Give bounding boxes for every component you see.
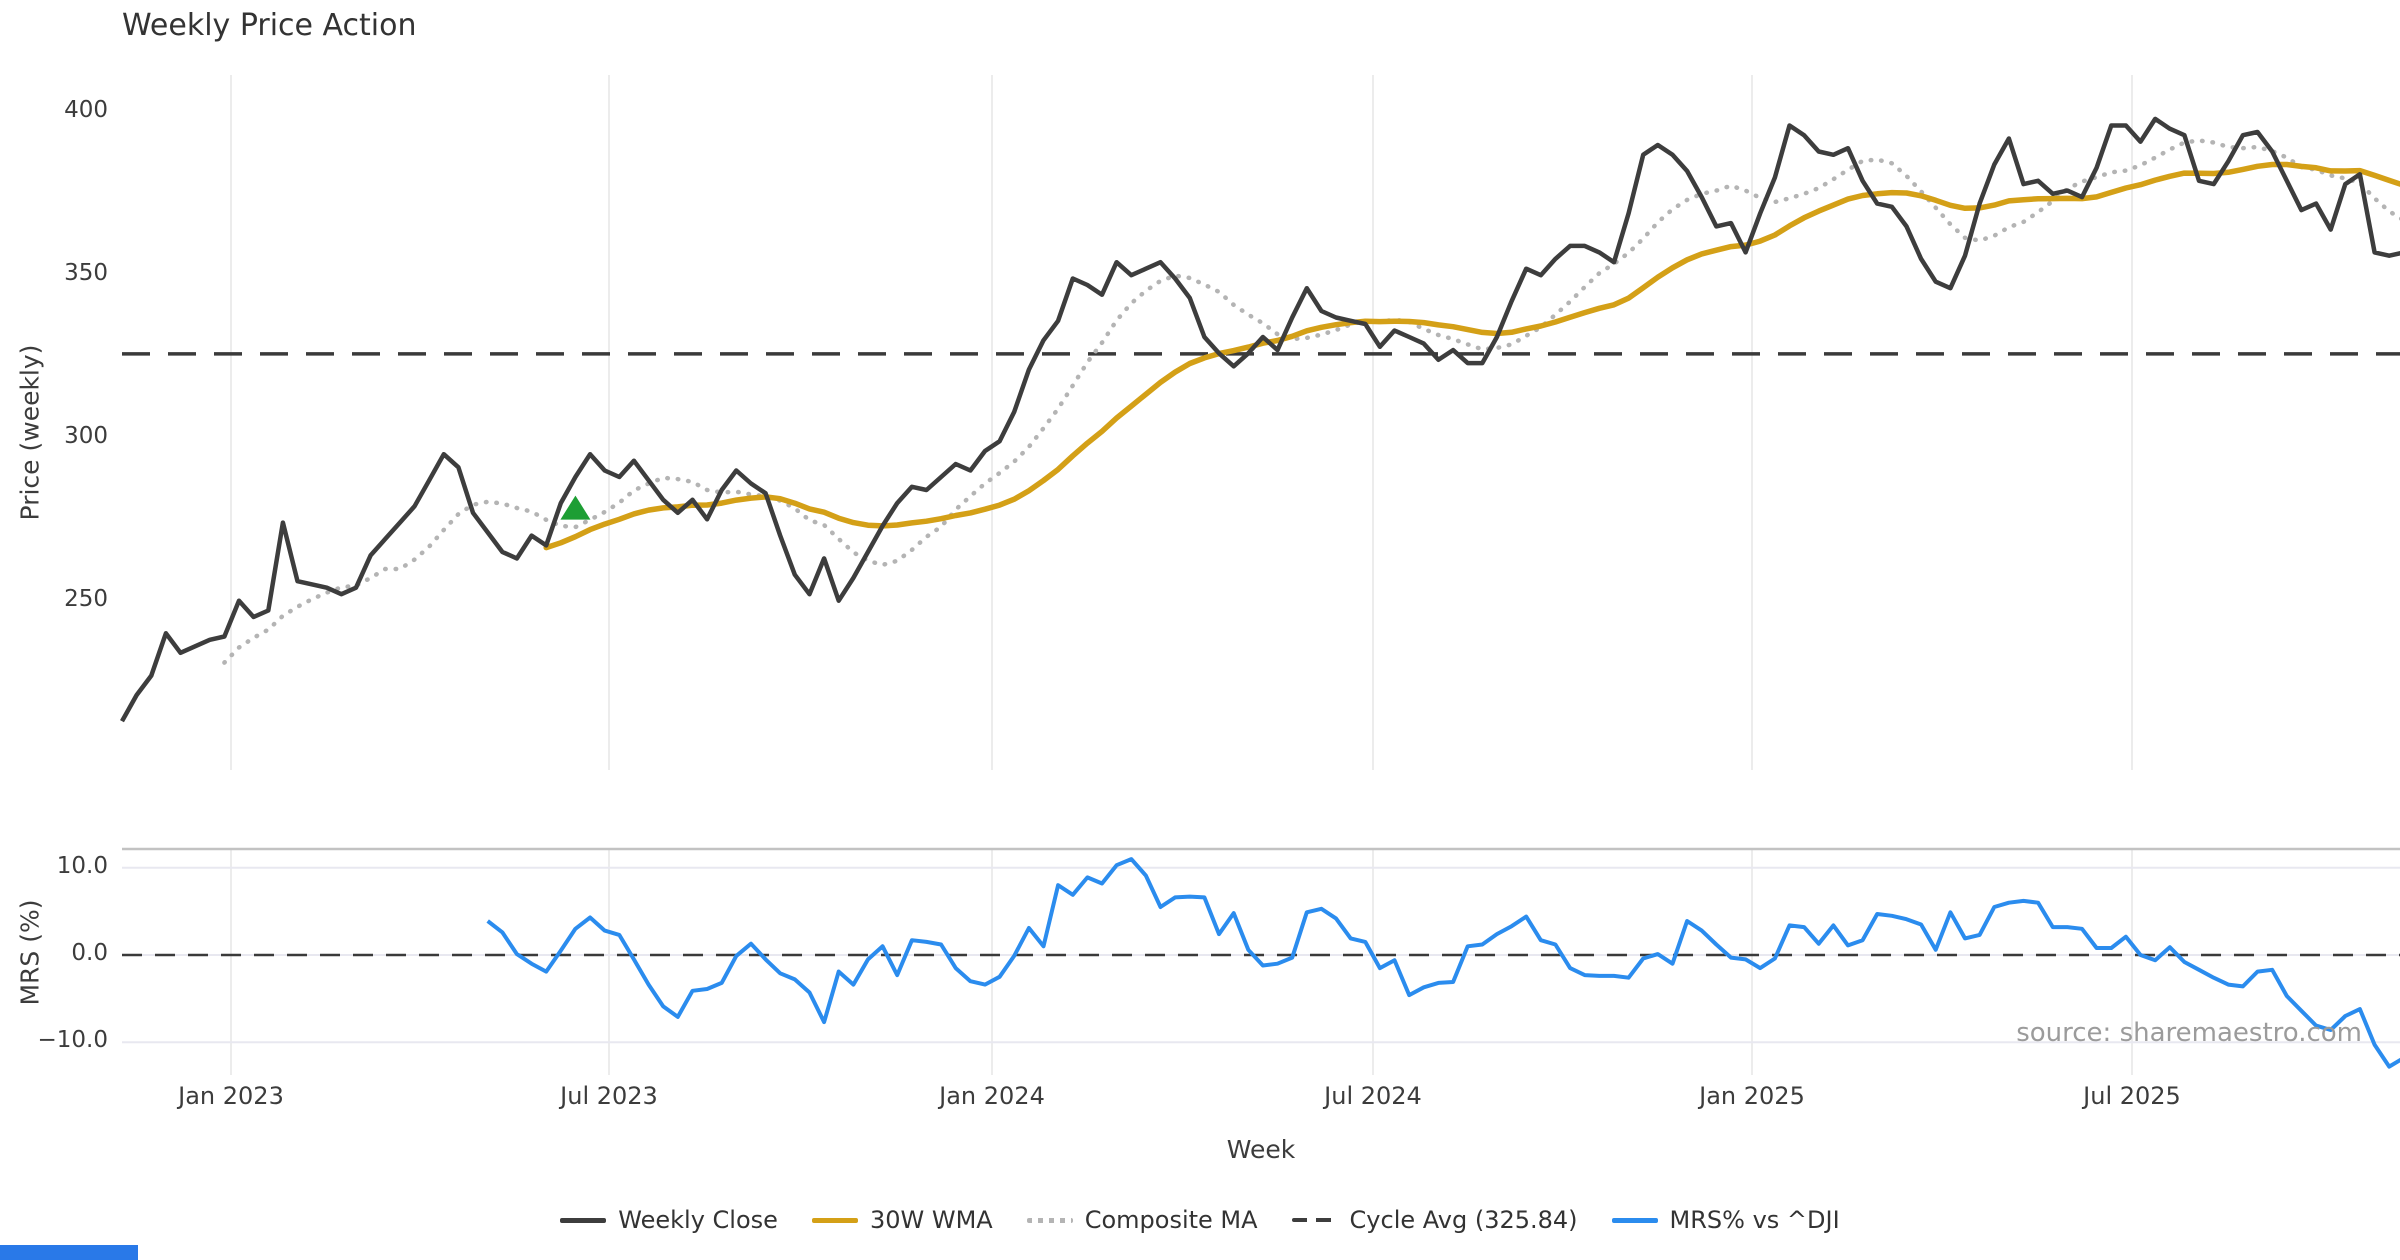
chart-legend: Weekly Close 30W WMA Composite MA Cycle Avg… [0, 1206, 2400, 1234]
bottom-left-blue-strip [0, 1245, 138, 1260]
mrs-axis-tick-label: −10.0 [37, 1027, 108, 1054]
chart-title: Weekly Price Action [122, 8, 417, 43]
source-watermark: source: sharemaestro.com [2016, 1018, 2362, 1048]
buy-signal-triangle-marker [560, 495, 591, 520]
price-axis-tick-label: 400 [64, 97, 108, 124]
legend-label: Composite MA [1084, 1206, 1258, 1234]
week-axis-label: Week [1226, 1135, 1296, 1164]
legend-item: 30W WMA [811, 1206, 993, 1234]
x-axis-tick-label: Jan 2023 [178, 1082, 284, 1110]
weekly-close-line [120, 116, 2400, 723]
legend-swatch-solid [1611, 1217, 1658, 1223]
price-axis-tick-label: 250 [64, 585, 108, 612]
x-axis-tick-label: Jul 2023 [560, 1082, 658, 1110]
legend-label: 30W WMA [869, 1206, 993, 1234]
legend-swatch-dashed [1291, 1218, 1338, 1222]
legend-label: Weekly Close [618, 1206, 778, 1234]
mrs-axis-tick-label: 0.0 [71, 940, 108, 966]
x-axis-tick-label: Jan 2025 [1699, 1082, 1805, 1110]
legend-label: Cycle Avg (325.84) [1349, 1206, 1578, 1234]
price-axis-tick-label: 350 [64, 260, 108, 287]
x-axis-tick-label: Jul 2024 [1324, 1082, 1422, 1110]
legend-item: Cycle Avg (325.84) [1291, 1206, 1578, 1234]
legend-item: Composite MA [1026, 1206, 1258, 1234]
mrs-axis-tick-label: 10.0 [56, 852, 108, 879]
legend-item: Weekly Close [560, 1206, 778, 1234]
legend-label: MRS% vs ^DJI [1669, 1206, 1840, 1234]
composite-ma-line [222, 138, 2400, 665]
wma-line [543, 161, 2400, 551]
legend-item: MRS% vs ^DJI [1611, 1206, 1840, 1234]
x-axis-tick-label: Jan 2024 [939, 1082, 1045, 1110]
mrs-line [486, 857, 2400, 1069]
legend-swatch-dotted [1026, 1217, 1073, 1223]
price-axis-tick-label: 300 [64, 422, 108, 449]
legend-swatch-solid [560, 1217, 607, 1223]
legend-swatch-solid [811, 1217, 858, 1223]
x-axis-tick-label: Jul 2025 [2083, 1082, 2181, 1110]
